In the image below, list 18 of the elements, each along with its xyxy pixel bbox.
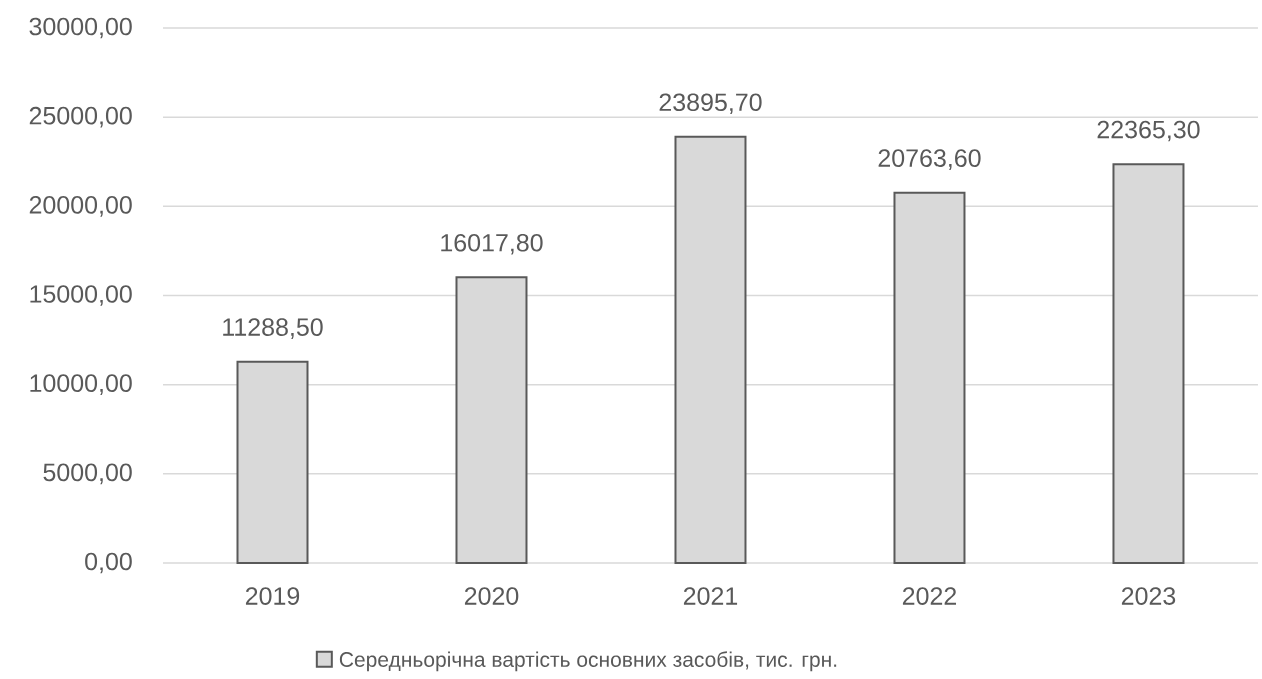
- y-tick-label: 10000,00: [30, 374, 132, 395]
- data-label: 20763,60: [878, 149, 981, 170]
- y-tick-label: 30000,00: [29, 17, 132, 39]
- y-tick-label: 0,00: [85, 552, 132, 574]
- x-tick-label: 2021: [683, 587, 738, 605]
- y-tick-label: 5000,00: [43, 463, 132, 485]
- x-tick-label: 2023: [1121, 587, 1176, 605]
- data-label: 22365,30: [1097, 120, 1200, 142]
- data-label: 16017,80: [441, 233, 543, 255]
- x-tick-label: 2020: [464, 587, 519, 605]
- data-label: 11288,50: [223, 318, 323, 339]
- legend-label: Середньорічна вартість основних засобів, тис. грн.: [339, 651, 837, 672]
- y-tick-label: 15000,00: [30, 285, 132, 306]
- y-tick-label: 20000,00: [29, 196, 132, 217]
- x-tick-label: 2022: [902, 587, 957, 605]
- data-label: 23895,70: [659, 93, 762, 115]
- y-tick-label: 25000,00: [29, 106, 132, 128]
- x-tick-label: 2019: [245, 587, 300, 605]
